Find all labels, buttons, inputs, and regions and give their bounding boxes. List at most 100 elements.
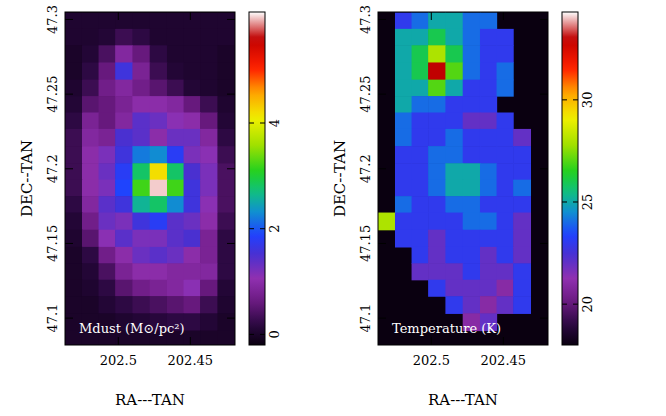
y-tick-label: 47.3: [358, 5, 373, 34]
cell: [82, 247, 99, 264]
cell: [184, 280, 201, 297]
cell: [463, 180, 481, 197]
x-tick: [190, 12, 191, 20]
cell: [480, 129, 497, 147]
cell: [99, 296, 116, 314]
cell: [395, 45, 412, 63]
colorbar-tick-label: 25: [580, 194, 595, 211]
cell: [497, 163, 514, 180]
y-tick: [378, 94, 386, 95]
cell: [428, 180, 446, 197]
cell: [463, 12, 481, 29]
cell: [463, 280, 481, 297]
y-tick: [227, 168, 235, 169]
cell: [184, 313, 201, 331]
y-tick: [65, 94, 73, 95]
cell: [480, 263, 497, 280]
cell: [463, 96, 481, 113]
cell: [200, 280, 218, 297]
cell: [428, 280, 446, 297]
x-tick-label: 202.5: [413, 353, 450, 368]
cell: [99, 213, 116, 231]
cell: [65, 280, 83, 297]
cell: [428, 213, 446, 231]
cell: [115, 45, 133, 63]
colorbar: [249, 12, 265, 345]
y-tick-label: 47.15: [358, 225, 373, 262]
cell: [200, 296, 218, 314]
cell: [217, 230, 235, 248]
cell: [445, 280, 463, 297]
cell: [200, 96, 218, 113]
cell: [132, 296, 150, 314]
panel-label: Temperature (K): [392, 321, 501, 336]
cell: [132, 180, 150, 197]
x-tick-label: 202.5: [100, 353, 137, 368]
cell: [395, 112, 412, 129]
cell: [480, 163, 497, 180]
cell: [200, 331, 218, 345]
cell: [497, 296, 514, 314]
cell: [480, 180, 497, 197]
cell: [82, 263, 99, 280]
x-axis-title: RA---TAN: [115, 391, 185, 409]
cell: [150, 213, 168, 231]
y-tick: [227, 318, 235, 319]
cell: [200, 247, 218, 264]
y-tick-label: 47.15: [45, 225, 60, 262]
colorbar-tick: [249, 228, 254, 229]
y-tick: [378, 168, 386, 169]
y-tick-label: 47.25: [45, 76, 60, 113]
cell: [99, 12, 116, 29]
cell: [463, 45, 481, 63]
cell: [150, 296, 168, 314]
cell: [497, 80, 514, 97]
cell: [513, 263, 531, 280]
cell: [497, 280, 514, 297]
cell: [200, 112, 218, 129]
cell: [132, 96, 150, 113]
cell: [395, 146, 412, 164]
cell: [412, 230, 429, 248]
cell: [132, 196, 150, 213]
colorbar-tick: [249, 123, 254, 124]
cell: [132, 213, 150, 231]
y-tick: [378, 318, 386, 319]
cell: [65, 62, 83, 80]
y-axis-title: DEC--TAN: [18, 140, 36, 217]
x-tick: [118, 12, 119, 20]
cell: [132, 62, 150, 80]
cell: [217, 80, 235, 97]
cell: [82, 29, 99, 46]
cell: [412, 163, 429, 180]
cell: [428, 146, 446, 164]
cell: [65, 196, 83, 213]
cell: [184, 96, 201, 113]
cell: [115, 163, 133, 180]
x-tick-label: 202.45: [168, 353, 214, 368]
colorbar-tick: [260, 228, 265, 229]
cell: [65, 29, 83, 46]
cell: [82, 80, 99, 97]
cell: [150, 163, 168, 180]
cell: [99, 129, 116, 147]
cell: [217, 29, 235, 46]
cell: [167, 230, 184, 248]
colorbar-tick: [562, 201, 567, 202]
cell: [115, 230, 133, 248]
cell: [150, 196, 168, 213]
cell: [200, 263, 218, 280]
cell: [82, 62, 99, 80]
cell: [132, 29, 150, 46]
cell: [480, 247, 497, 264]
y-tick-label: 47.2: [45, 154, 60, 183]
cell: [99, 280, 116, 297]
cell: [167, 12, 184, 29]
cell: [115, 12, 133, 29]
cell: [463, 29, 481, 46]
cell: [412, 12, 429, 29]
cell: [115, 29, 133, 46]
cell: [200, 230, 218, 248]
cell: [497, 196, 514, 213]
cell: [200, 180, 218, 197]
